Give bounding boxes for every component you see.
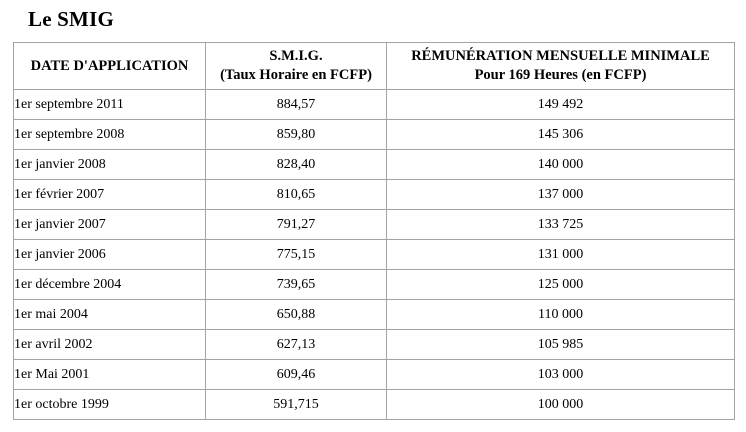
column-header-smig-line1: S.M.I.G. [269, 48, 323, 65]
cell-monthly-min: 131 000 [386, 239, 735, 270]
cell-date: 1er janvier 2006 [13, 239, 206, 270]
cell-monthly-min: 103 000 [386, 359, 735, 390]
cell-date: 1er avril 2002 [13, 329, 206, 360]
cell-date: 1er mai 2004 [13, 299, 206, 330]
cell-monthly-min: 145 306 [386, 119, 735, 150]
cell-smig-hourly: 739,65 [205, 269, 387, 300]
cell-monthly-min: 149 492 [386, 89, 735, 120]
cell-monthly-min: 110 000 [386, 299, 735, 330]
cell-smig-hourly: 828,40 [205, 149, 387, 180]
table-row: 1er octobre 1999 591,715 100 000 [13, 389, 735, 420]
cell-smig-hourly: 810,65 [205, 179, 387, 210]
cell-monthly-min: 137 000 [386, 179, 735, 210]
cell-date: 1er janvier 2007 [13, 209, 206, 240]
table-row: 1er septembre 2011 884,57 149 492 [13, 89, 735, 120]
column-header-date: DATE D'APPLICATION [13, 42, 206, 90]
header-row: DATE D'APPLICATION S.M.I.G. (Taux Horair… [13, 42, 735, 90]
page-title: Le SMIG [28, 7, 114, 31]
cell-smig-hourly: 791,27 [205, 209, 387, 240]
column-header-monthly-min: RÉMUNÉRATION MENSUELLE MINIMALE Pour 169… [386, 42, 735, 90]
table-row: 1er avril 2002 627,13 105 985 [13, 329, 735, 360]
table-body: 1er septembre 2011 884,57 149 492 1er se… [13, 89, 735, 420]
table-header: DATE D'APPLICATION S.M.I.G. (Taux Horair… [13, 42, 735, 90]
table-row: 1er mai 2004 650,88 110 000 [13, 299, 735, 330]
cell-monthly-min: 125 000 [386, 269, 735, 300]
cell-smig-hourly: 591,715 [205, 389, 387, 420]
cell-date: 1er février 2007 [13, 179, 206, 210]
table-row: 1er février 2007 810,65 137 000 [13, 179, 735, 210]
smig-table: DATE D'APPLICATION S.M.I.G. (Taux Horair… [13, 42, 735, 420]
cell-smig-hourly: 609,46 [205, 359, 387, 390]
column-header-monthly-line2: Pour 169 Heures (en FCFP) [474, 67, 647, 83]
column-header-smig-hourly: S.M.I.G. (Taux Horaire en FCFP) [205, 42, 387, 90]
table-row: 1er janvier 2007 791,27 133 725 [13, 209, 735, 240]
cell-smig-hourly: 627,13 [205, 329, 387, 360]
column-header-monthly-line1: RÉMUNÉRATION MENSUELLE MINIMALE [411, 48, 710, 65]
cell-smig-hourly: 859,80 [205, 119, 387, 150]
table-row: 1er décembre 2004 739,65 125 000 [13, 269, 735, 300]
cell-monthly-min: 100 000 [386, 389, 735, 420]
cell-smig-hourly: 775,15 [205, 239, 387, 270]
cell-date: 1er septembre 2011 [13, 89, 206, 120]
cell-date: 1er octobre 1999 [13, 389, 206, 420]
column-header-date-label: DATE D'APPLICATION [30, 57, 189, 74]
cell-date: 1er décembre 2004 [13, 269, 206, 300]
cell-smig-hourly: 650,88 [205, 299, 387, 330]
table-row: 1er janvier 2008 828,40 140 000 [13, 149, 735, 180]
cell-monthly-min: 105 985 [386, 329, 735, 360]
column-header-smig-line2: (Taux Horaire en FCFP) [220, 67, 372, 83]
cell-smig-hourly: 884,57 [205, 89, 387, 120]
table-row: 1er septembre 2008 859,80 145 306 [13, 119, 735, 150]
table-row: 1er Mai 2001 609,46 103 000 [13, 359, 735, 390]
cell-date: 1er septembre 2008 [13, 119, 206, 150]
cell-date: 1er Mai 2001 [13, 359, 206, 390]
cell-monthly-min: 140 000 [386, 149, 735, 180]
cell-monthly-min: 133 725 [386, 209, 735, 240]
cell-date: 1er janvier 2008 [13, 149, 206, 180]
table-row: 1er janvier 2006 775,15 131 000 [13, 239, 735, 270]
